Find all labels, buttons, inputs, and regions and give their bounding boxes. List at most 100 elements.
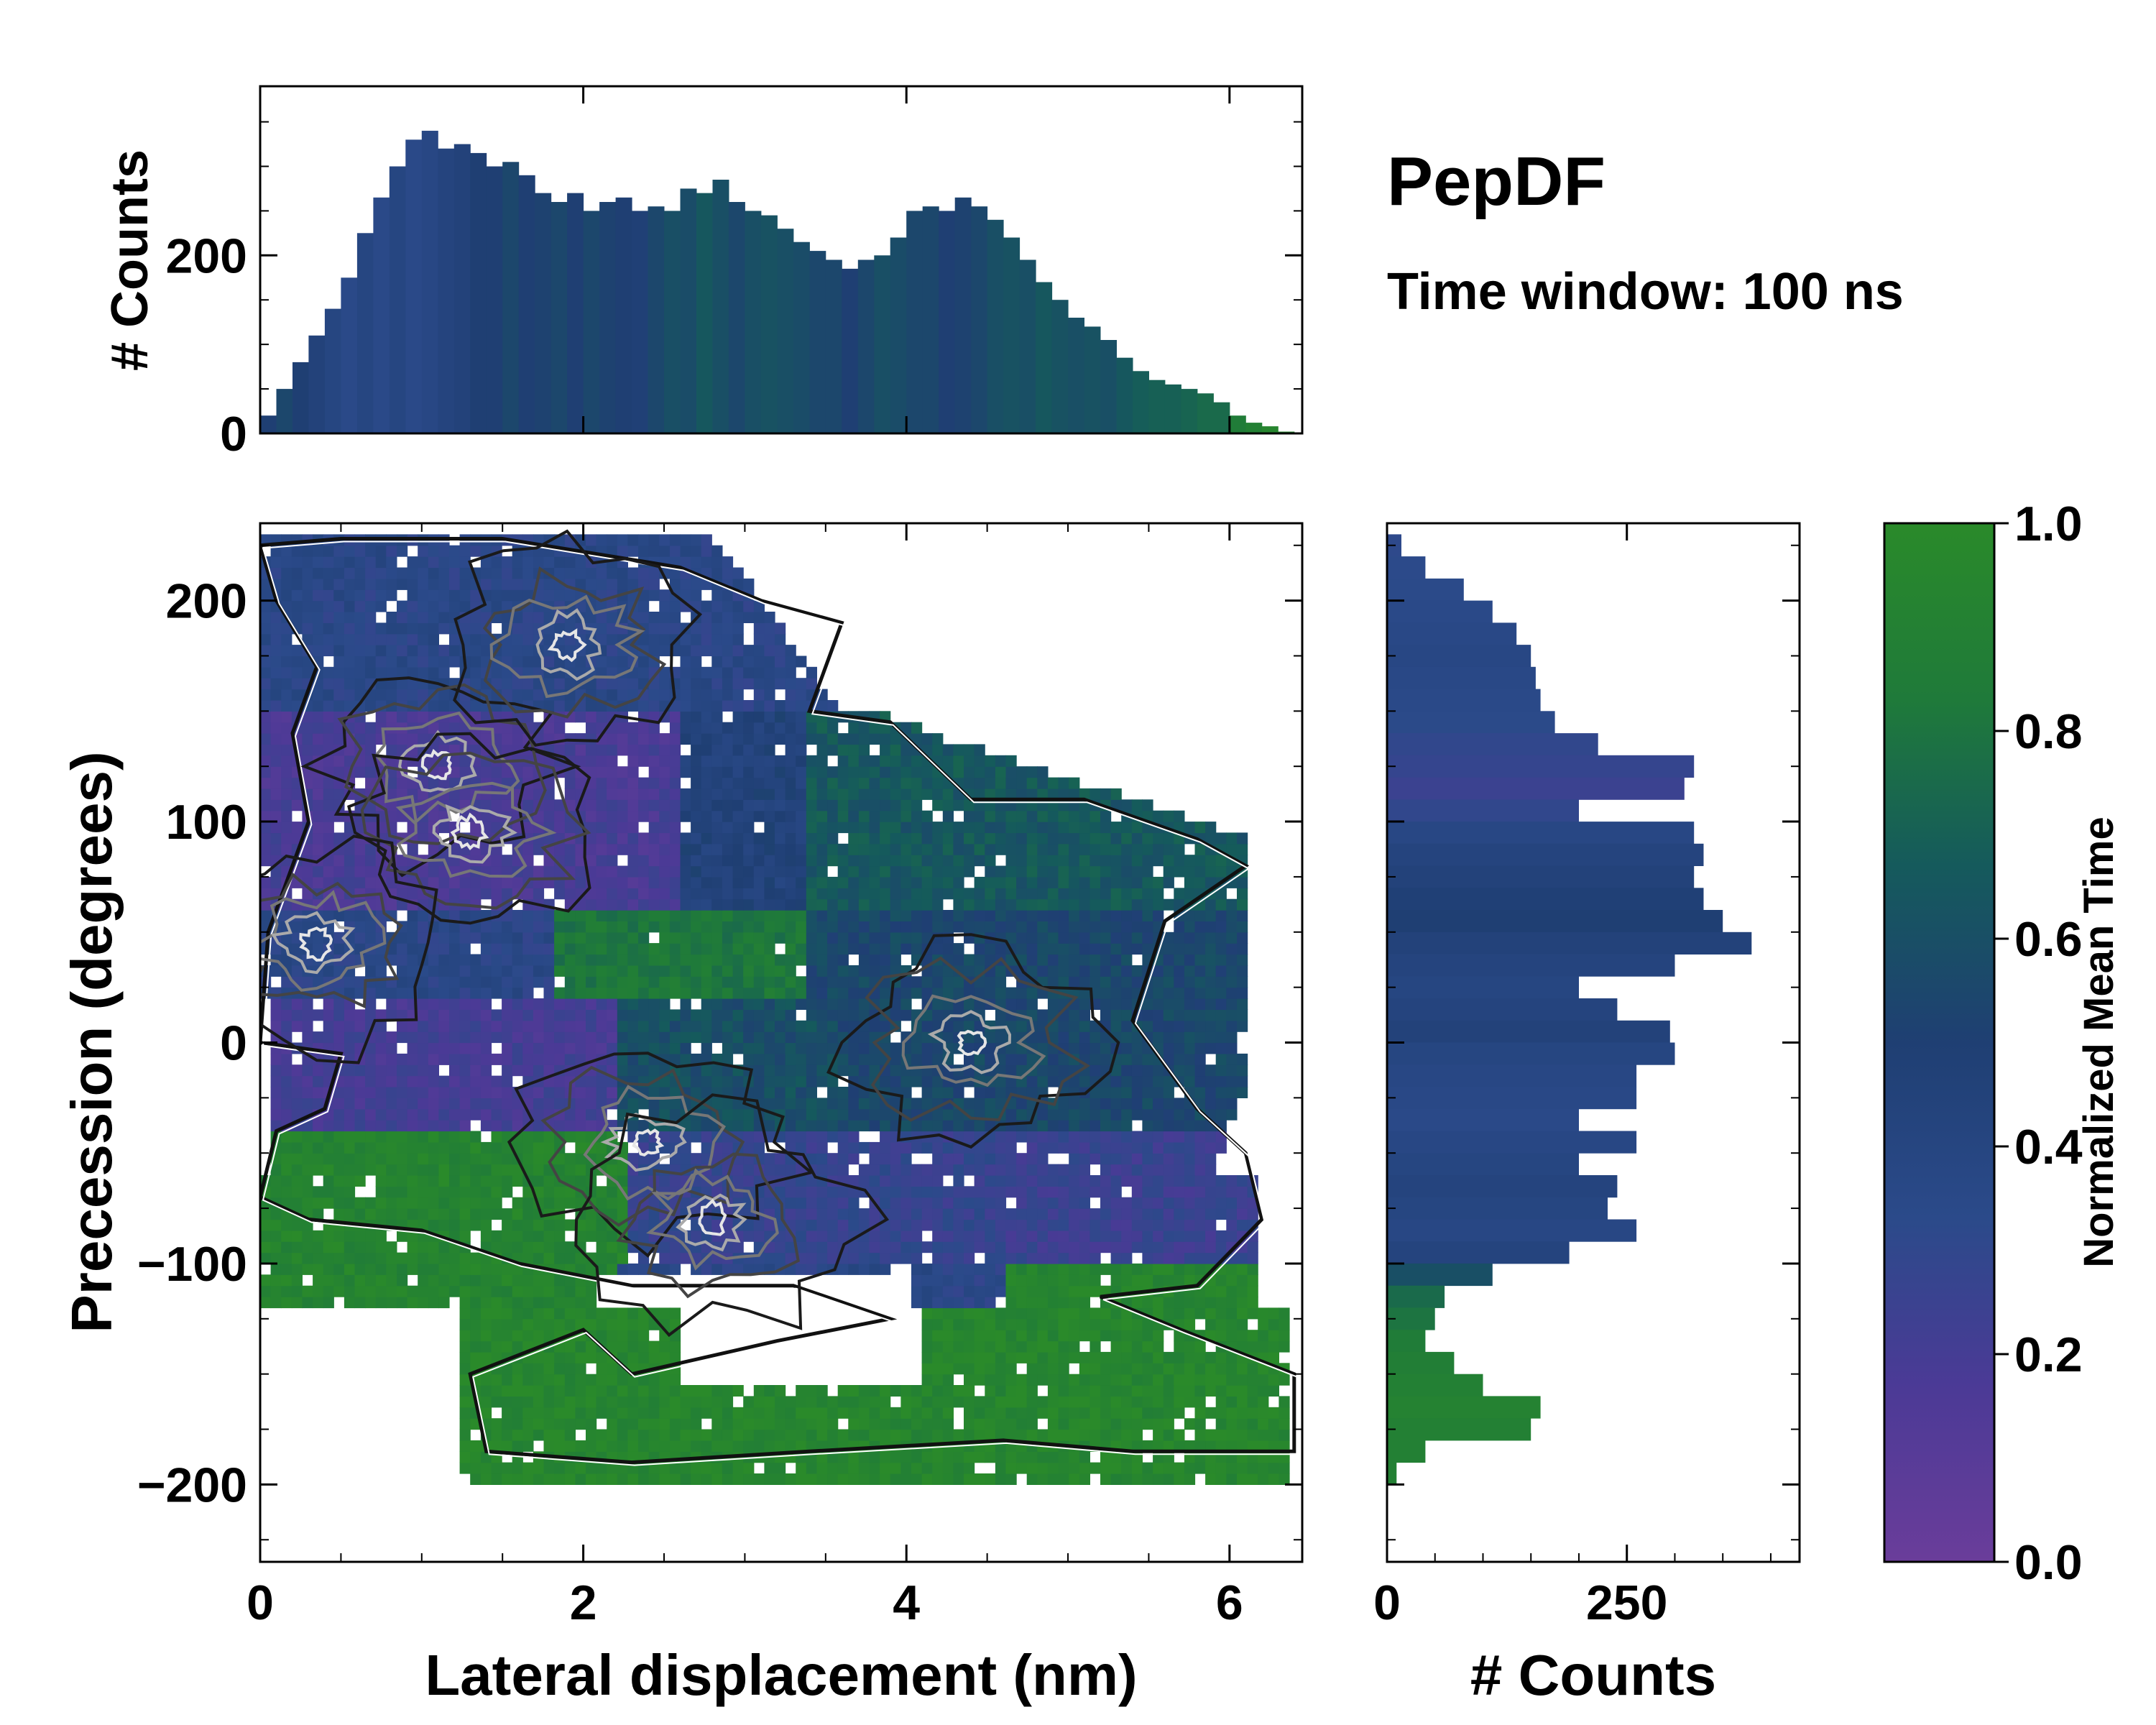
heatmap-cell [323,1285,334,1297]
heatmap-cell [1100,998,1112,1010]
heatmap-cell [596,1009,607,1021]
heatmap-cell [753,1219,765,1231]
heatmap-cell [1153,1009,1164,1021]
heatmap-cell [438,1219,450,1231]
heatmap-cell [890,1451,901,1463]
heatmap-cell [669,987,681,999]
heatmap-cell [449,932,461,944]
heatmap-cell [281,1175,292,1187]
heatmap-cell [974,1164,985,1176]
heatmap-cell [397,1053,408,1065]
heatmap-cell [869,1208,880,1220]
heatmap-cell [764,876,775,888]
heatmap-cell [543,910,555,921]
heatmap-cell [1237,954,1248,966]
heatmap-cell [365,843,377,855]
heatmap-cell [1047,1374,1059,1386]
heatmap-cell [586,855,597,867]
heatmap-cell [291,1108,303,1121]
heatmap-cell [1037,1429,1049,1441]
heatmap-cell [858,1164,870,1176]
heatmap-cell [691,965,702,977]
heatmap-cell [323,1175,334,1187]
heatmap-cell [470,1064,482,1077]
heatmap-cell [564,987,576,999]
heatmap-cell [627,1407,639,1419]
heatmap-cell [344,1241,356,1254]
heatmap-cell [732,1042,744,1054]
heatmap-cell [1026,1153,1038,1165]
heatmap-cell [648,1098,660,1110]
heatmap-cell [459,965,471,977]
heatmap-cell [974,1274,985,1287]
heatmap-cell [722,876,734,888]
heatmap-cell [1205,998,1217,1010]
heatmap-cell [964,1374,975,1386]
heatmap-cell [985,1385,996,1397]
heatmap-cell [428,1175,439,1187]
heatmap-cell [775,954,786,966]
heatmap-cell [502,1330,513,1342]
heatmap-cell [648,1064,660,1077]
heatmap-cell [932,865,944,878]
heatmap-cell [1110,1009,1122,1021]
heatmap-cell [1026,1186,1038,1198]
heatmap-cell [974,1340,985,1353]
heatmap-cell [985,1108,996,1121]
heatmap-cell [1110,987,1122,999]
heatmap-cell [1121,1098,1133,1110]
heatmap-cell [732,921,744,933]
heatmap-cell [985,1330,996,1342]
heatmap-cell [617,1053,628,1065]
heatmap-cell [1258,1374,1269,1386]
heatmap-cell [502,976,513,988]
heatmap-cell [858,1042,870,1054]
heatmap-cell [375,1252,387,1264]
heatmap-cell [522,1330,534,1342]
heatmap-cell [848,1407,860,1419]
heatmap-cell [480,1297,492,1309]
heatmap-cell [1079,1042,1090,1054]
heatmap-cell [1005,1230,1017,1242]
heatmap-cell [270,1241,282,1254]
heatmap-cell [1005,1053,1017,1065]
heatmap-cell [911,1120,923,1132]
heatmap-cell [827,1462,839,1474]
heatmap-cell [1058,898,1069,911]
heatmap-cell [1174,1374,1185,1386]
heatmap-cell [428,1186,439,1198]
heatmap-cell [470,987,482,999]
heatmap-cell [1184,1219,1196,1231]
heatmap-cell [1079,976,1090,988]
heatmap-cell [985,1164,996,1176]
heatmap-cell [806,888,817,900]
heatmap-cell [1089,1219,1101,1231]
heatmap-cell [701,855,712,867]
heatmap-cell [365,1009,377,1021]
heatmap-cell [1100,943,1112,955]
heatmap-cell [1079,855,1090,867]
heatmap-cell [711,1031,723,1044]
heatmap-cell [942,1285,954,1297]
heatmap-cell [1005,1141,1017,1154]
heatmap-cell [732,1098,744,1110]
heatmap-cell [1016,1429,1028,1441]
heatmap-cell [1016,1374,1028,1386]
heatmap-cell [522,1219,534,1231]
heatmap-cell [796,1385,807,1397]
heatmap-cell [512,1020,523,1032]
heatmap-cell [470,876,482,888]
heatmap-cell [1131,1473,1143,1485]
heatmap-cell [543,1351,555,1363]
heatmap-cell [502,987,513,999]
heatmap-cell [1058,1197,1069,1209]
heatmap-cell [438,1297,450,1309]
heatmap-cell [1226,921,1238,933]
heatmap-cell [270,1175,282,1187]
heatmap-cell [1142,1363,1153,1375]
heatmap-cell [806,965,817,977]
heatmap-cell [1131,1141,1143,1154]
heatmap-cell [1194,1164,1206,1176]
heatmap-cell [985,1451,996,1463]
heatmap-cell [323,1020,334,1032]
